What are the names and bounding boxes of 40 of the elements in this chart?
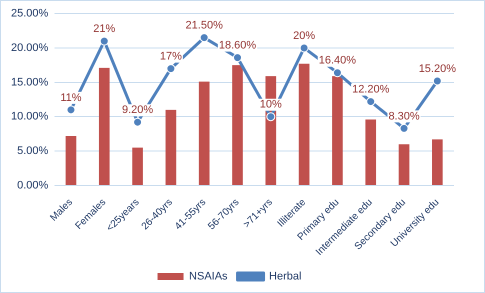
data-label: 17%: [160, 50, 182, 63]
legend-label: NSAIAs: [189, 270, 228, 283]
y-tick-label: 15.00%: [10, 76, 49, 88]
data-label: 8.30%: [388, 110, 420, 122]
y-tick-label: 10.00%: [10, 110, 49, 123]
point: [133, 118, 142, 127]
point: [233, 53, 242, 62]
point: [100, 36, 109, 46]
data-label: 11%: [60, 92, 82, 104]
data-label: 12.20%: [352, 84, 390, 96]
y-tick-label: 20.00%: [10, 42, 49, 54]
legend-label: Herbal: [269, 270, 302, 283]
bar: [98, 68, 110, 185]
y-tick-label: 5.00%: [17, 145, 49, 158]
data-label: 10%: [260, 98, 282, 111]
bar: [166, 110, 176, 185]
bar: [398, 144, 410, 185]
bar: [432, 139, 443, 185]
bar: [365, 119, 376, 185]
point: [332, 68, 342, 78]
point: [166, 64, 176, 74]
data-label: 21.50%: [186, 20, 224, 32]
data-label: 20%: [293, 30, 316, 42]
bar: [298, 64, 310, 185]
bar: [66, 136, 76, 185]
bar: [198, 82, 210, 185]
point: [366, 97, 376, 106]
bar: [332, 76, 343, 185]
data-label: 9.20%: [122, 104, 154, 116]
bar: [232, 65, 243, 185]
data-label: 21%: [93, 23, 116, 36]
point: [200, 33, 209, 42]
bar: [132, 148, 143, 185]
data-label: 15.20%: [418, 62, 456, 75]
data-label: 18.60%: [218, 40, 256, 52]
y-tick-label: 0.00%: [17, 179, 49, 192]
point: [266, 112, 276, 122]
point: [400, 124, 409, 133]
y-tick-label: 25.00%: [10, 8, 49, 20]
data-label: 16.40%: [318, 54, 356, 67]
